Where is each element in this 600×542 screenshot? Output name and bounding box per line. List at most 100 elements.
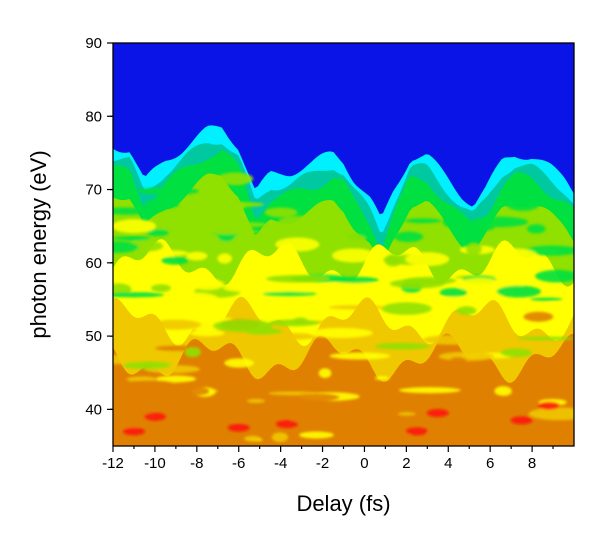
hot-spot — [537, 401, 560, 410]
texture-blob — [290, 416, 317, 422]
y-axis-title: photon energy (eV) — [26, 150, 51, 338]
texture-blob — [217, 253, 232, 264]
texture-blob — [126, 402, 143, 407]
texture-blob — [496, 285, 542, 298]
texture-blob — [270, 412, 318, 418]
texture-blob — [213, 319, 273, 333]
texture-blob — [309, 327, 373, 339]
yellow-patch — [405, 252, 450, 267]
x-tick-label: -8 — [190, 455, 203, 472]
hot-spot — [426, 409, 449, 418]
texture-blob — [150, 319, 202, 330]
texture-blob — [224, 358, 255, 368]
texture-blob — [331, 276, 379, 284]
texture-blob — [484, 312, 501, 324]
x-tick-label: 0 — [360, 455, 368, 472]
x-tick-label: -12 — [102, 455, 124, 472]
y-tick-label: 90 — [85, 35, 102, 52]
texture-blob — [148, 250, 189, 257]
hot-spot — [510, 416, 533, 425]
texture-blob — [442, 215, 468, 228]
texture-blob — [269, 319, 320, 327]
texture-blob — [329, 352, 391, 360]
texture-blob — [261, 291, 317, 296]
texture-blob — [423, 335, 479, 345]
texture-blob — [438, 351, 495, 362]
texture-blob — [145, 397, 160, 411]
yellow-patch — [493, 248, 538, 263]
texture-blob — [199, 224, 253, 235]
texture-blob — [128, 344, 158, 349]
texture-blob — [228, 415, 257, 422]
texture-blob — [527, 224, 546, 234]
texture-blob — [439, 287, 468, 298]
texture-blob — [299, 431, 334, 439]
texture-blob — [389, 279, 446, 289]
texture-blob — [318, 368, 332, 379]
texture-blob — [397, 412, 416, 416]
texture-blob — [196, 423, 210, 429]
texture-blob — [113, 207, 155, 215]
texture-blob — [247, 399, 266, 404]
texture-blob — [374, 342, 431, 350]
texture-blob — [122, 236, 151, 241]
x-tick-label: -10 — [144, 455, 166, 472]
texture-blob — [393, 231, 424, 242]
texture-blob — [264, 207, 298, 218]
texture-blob — [381, 302, 432, 315]
texture-blob — [265, 332, 319, 340]
texture-blob — [426, 430, 451, 439]
texture-blob — [294, 393, 340, 402]
y-tick-label: 80 — [85, 108, 102, 125]
yellow-patch — [275, 237, 320, 252]
texture-blob — [469, 216, 529, 228]
x-axis-title: Delay (fs) — [296, 491, 390, 516]
texture-blob — [320, 282, 380, 288]
texture-blob — [113, 292, 165, 298]
texture-blob — [131, 380, 178, 391]
texture-blob — [494, 386, 512, 396]
texture-blob — [398, 387, 461, 394]
yellow-patch — [174, 292, 219, 307]
hot-spot — [122, 427, 145, 436]
texture-blob — [186, 386, 210, 396]
texture-blob — [393, 433, 411, 437]
texture-blob — [384, 254, 402, 267]
texture-blob — [433, 297, 481, 303]
texture-blob — [113, 241, 139, 253]
heatmap-texture — [113, 172, 574, 446]
texture-blob — [271, 432, 289, 443]
texture-blob — [161, 256, 189, 265]
texture-blob — [186, 251, 208, 261]
texture-blob — [128, 331, 150, 342]
texture-blob — [234, 242, 259, 247]
yellow-patch — [113, 219, 156, 234]
texture-blob — [374, 376, 390, 380]
x-tick-label: -6 — [232, 455, 245, 472]
texture-blob — [151, 284, 171, 292]
texture-blob — [217, 172, 254, 186]
y-tick-label: 60 — [85, 255, 102, 272]
texture-blob — [500, 348, 532, 358]
texture-blob — [243, 435, 262, 442]
texture-blob — [466, 242, 482, 256]
texture-blob — [366, 436, 396, 440]
hot-spot — [143, 412, 166, 421]
texture-blob — [402, 403, 417, 411]
texture-blob — [146, 228, 169, 237]
texture-blob — [191, 278, 225, 290]
hot-spot — [405, 427, 428, 436]
axis-ticks: -12 -10 -8 -6 -4 -2 0 2 4 6 8 40 50 60 70 80 90 — [85, 35, 554, 472]
texture-blob — [545, 302, 560, 309]
texture-blob — [123, 361, 172, 370]
texture-blob — [266, 275, 330, 283]
texture-blob — [155, 375, 197, 383]
texture-blob — [202, 201, 265, 208]
texture-blob — [184, 347, 201, 358]
texture-blob — [315, 257, 340, 262]
texture-blob — [277, 215, 336, 229]
texture-blob — [340, 234, 366, 243]
plot-area — [113, 43, 574, 446]
hot-spot — [227, 423, 250, 432]
yellow-patch — [331, 248, 376, 263]
